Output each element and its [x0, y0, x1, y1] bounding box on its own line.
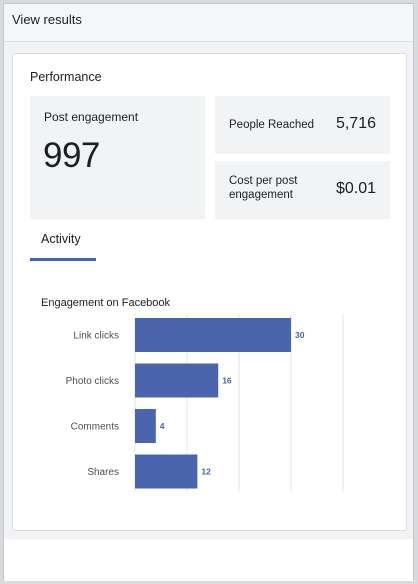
post-engagement-value: 997: [43, 136, 100, 175]
post-engagement-tile: Post engagement 997: [30, 96, 205, 219]
people-reached-value: 5,716: [335, 115, 376, 132]
results-panel: View results Performance Post engagement…: [3, 3, 414, 581]
performance-card: Performance Post engagement 997 People R…: [12, 53, 407, 531]
bar-category-label: Link clicks: [73, 331, 119, 342]
cost-per-engagement-value: $0.01: [335, 180, 376, 197]
panel-header: View results: [4, 4, 413, 42]
bar[interactable]: [135, 409, 156, 443]
bar-value-label: 30: [295, 330, 305, 340]
bar-value-label: 16: [222, 376, 232, 386]
panel-footer: [4, 539, 413, 581]
cost-per-engagement-tile: Cost per post engagement $0.01: [215, 161, 390, 219]
post-engagement-label: Post engagement: [44, 110, 139, 124]
bar[interactable]: [135, 454, 198, 489]
panel-title: View results: [12, 12, 82, 27]
cost-per-engagement-label: Cost per post engagement: [229, 175, 298, 201]
people-reached-label: People Reached: [229, 119, 315, 131]
bar[interactable]: [135, 318, 291, 352]
people-reached-tile: People Reached 5,716: [215, 96, 390, 154]
tab-activity[interactable]: Activity: [30, 227, 96, 261]
performance-title: Performance: [30, 70, 102, 84]
bar[interactable]: [135, 363, 219, 398]
engagement-chart: Link clicks 30 Photo clicks 16 Comments 4 Shar…: [13, 312, 408, 512]
bar-category-label: Comments: [71, 422, 119, 433]
bar-value-label: 4: [160, 421, 165, 431]
chart-title: Engagement on Facebook: [41, 297, 171, 309]
engagement-chart-svg: Link clicks 30 Photo clicks 16 Comments 4 Shar…: [66, 314, 344, 492]
bar-category-label: Shares: [87, 467, 119, 478]
bar-value-label: 12: [201, 467, 211, 477]
bar-category-label: Photo clicks: [66, 376, 119, 387]
